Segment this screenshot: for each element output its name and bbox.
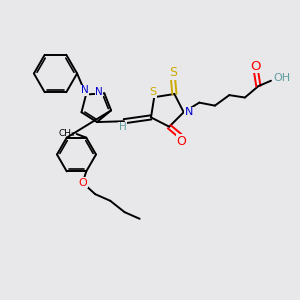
Text: OH: OH	[273, 73, 290, 83]
Text: O: O	[176, 135, 186, 148]
Text: N: N	[185, 107, 193, 117]
Text: O: O	[78, 178, 87, 188]
Text: S: S	[169, 67, 177, 80]
Text: O: O	[251, 60, 261, 73]
Text: N: N	[81, 85, 88, 95]
Text: N: N	[95, 87, 103, 97]
Text: H: H	[118, 122, 126, 132]
Text: CH₃: CH₃	[58, 129, 75, 138]
Text: S: S	[149, 87, 156, 98]
